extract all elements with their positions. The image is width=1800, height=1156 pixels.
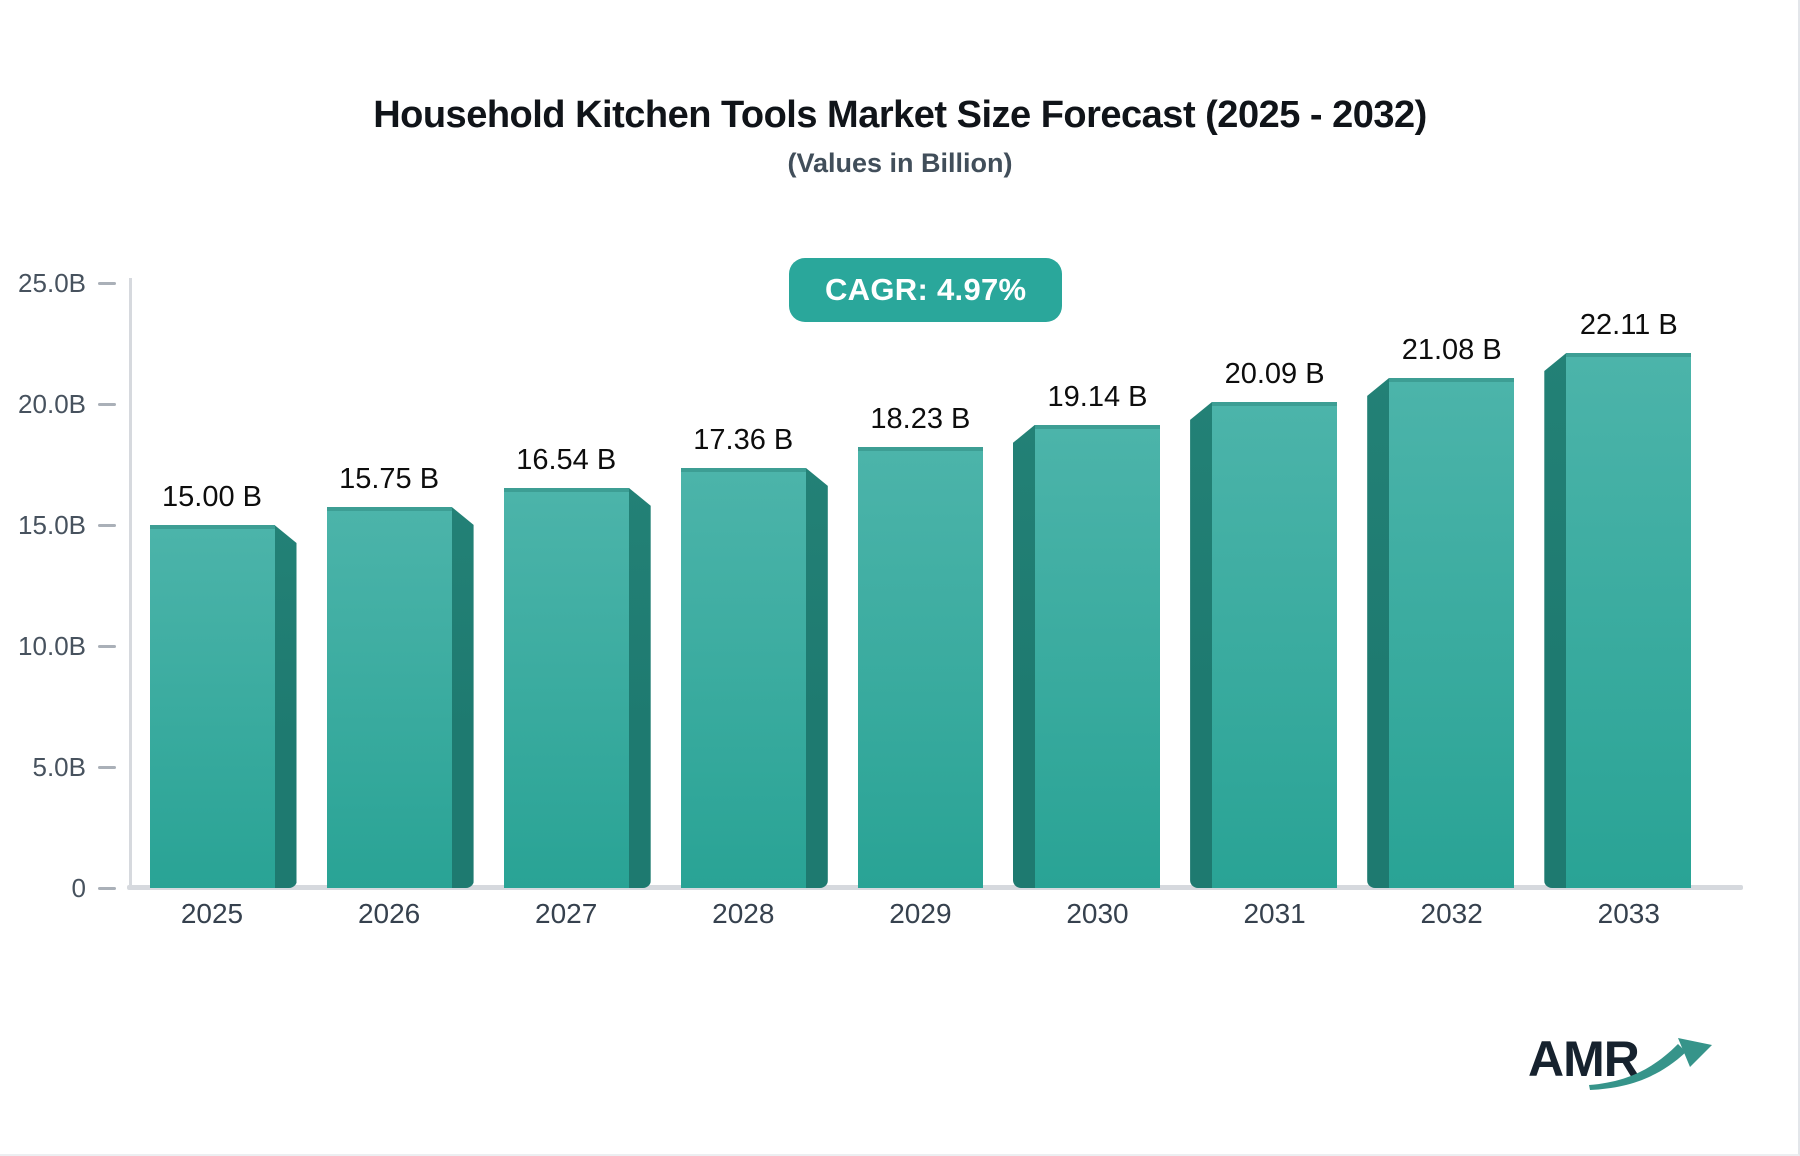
bar-value-label: 19.14 B [1047,380,1148,413]
y-tick-mark [98,281,116,285]
bar-3d-side [274,525,297,888]
bar-value-label: 21.08 B [1401,333,1502,366]
y-tick-label: 10.0B [18,631,86,661]
amr-logo: AMR [1528,1030,1728,1100]
y-axis-line [129,278,132,888]
bar-3d-side [451,506,474,888]
bar-3d-side [1013,424,1035,888]
amr-logo-text: AMR [1528,1031,1640,1087]
bar-value-label: 16.54 B [516,443,617,476]
x-axis-label: 2025 [180,898,244,929]
bar-2030 [1035,424,1160,888]
y-tick-label: 15.0B [18,510,86,540]
x-axis-label: 2029 [889,898,952,929]
bar-2029 [857,446,983,888]
x-axis-label: 2031 [1243,898,1306,929]
bar-3d-side [1367,377,1390,888]
y-tick-mark [98,402,116,406]
bar-value-label: 20.09 B [1224,357,1325,390]
bar-2033 [1566,352,1692,888]
bar-value-label: 22.11 B [1579,308,1678,341]
y-tick-label: 5.0B [32,752,87,782]
y-tick-mark [98,523,116,527]
bar-3d-side [1544,352,1567,888]
bar-3d-side [805,467,828,888]
chart-title: Household Kitchen Tools Market Size Fore… [373,94,1427,136]
y-tick-label: 20.0B [18,389,86,419]
y-tick-mark [98,886,116,890]
bar-2026 [326,506,452,888]
bar-value-label: 15.75 B [339,462,440,495]
bar-value-label: 15.00 B [162,481,262,513]
x-axis-label: 2027 [535,898,598,929]
x-axis-label: 2030 [1066,898,1129,929]
bar-2031 [1212,401,1338,888]
growth-arrow-icon [1589,1038,1712,1090]
x-axis-label: 2028 [712,898,775,929]
cagr-badge: CAGR: 4.97% [789,258,1063,322]
bar-2032 [1389,377,1515,888]
y-tick-label: 25.0B [18,268,86,298]
y-tick-mark [98,765,116,769]
y-tick-label: 0 [71,873,86,903]
chart-subtitle: (Values in Billion) [787,148,1013,178]
bar-3d-side [1190,401,1213,888]
bar-value-label: 17.36 B [693,423,794,456]
x-axis-label: 2033 [1597,898,1660,929]
bar-2027 [503,487,629,888]
x-axis-label: 2032 [1420,898,1483,929]
x-axis-label: 2026 [357,898,421,929]
bar-value-label: 18.23 B [870,402,971,435]
bar-3d-side [628,487,651,888]
bar-2028 [680,467,806,888]
y-tick-mark [98,644,116,648]
bar-2025 [149,525,275,888]
